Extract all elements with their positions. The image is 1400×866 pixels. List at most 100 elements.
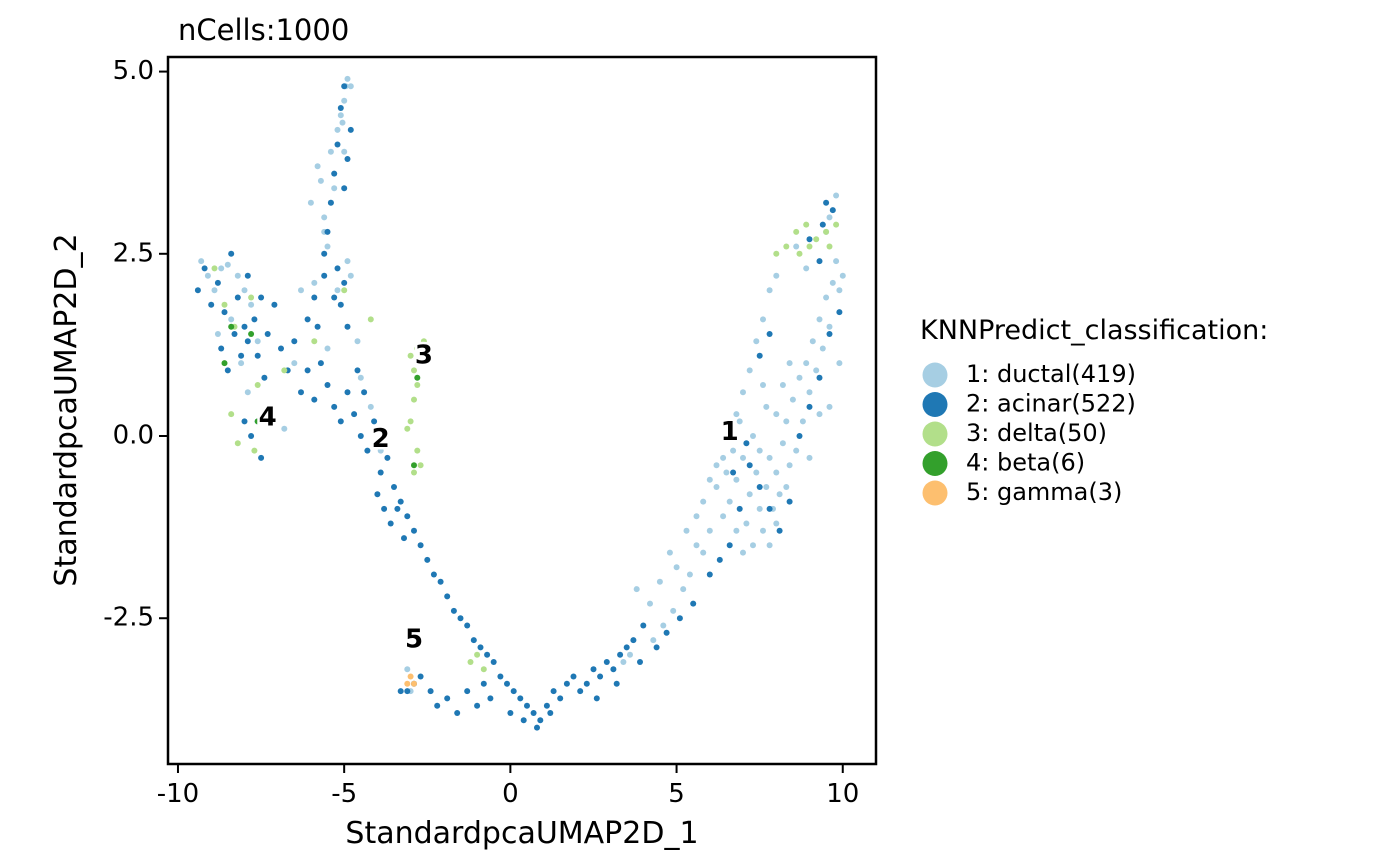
data-point bbox=[733, 527, 740, 534]
data-point bbox=[773, 411, 780, 418]
data-point bbox=[337, 418, 344, 425]
x-tick-label: 0 bbox=[502, 779, 519, 809]
data-point bbox=[248, 331, 255, 337]
data-point bbox=[603, 659, 610, 665]
data-point bbox=[637, 659, 643, 665]
data-point bbox=[339, 119, 346, 126]
data-point bbox=[730, 469, 737, 476]
data-point bbox=[793, 228, 800, 235]
data-point bbox=[474, 702, 481, 709]
data-point bbox=[676, 615, 683, 622]
data-point bbox=[706, 476, 713, 483]
data-point bbox=[238, 360, 245, 367]
data-point bbox=[806, 454, 813, 461]
y-axis: -2.5 0.0 2.5 5.0 bbox=[103, 56, 168, 633]
data-point bbox=[221, 360, 228, 367]
data-point bbox=[796, 250, 803, 257]
data-point bbox=[271, 301, 278, 308]
data-point bbox=[773, 250, 780, 257]
data-point bbox=[414, 447, 421, 454]
data-point bbox=[773, 520, 780, 527]
data-point bbox=[331, 403, 338, 410]
data-point bbox=[258, 454, 265, 461]
data-point bbox=[543, 702, 550, 709]
data-point bbox=[746, 367, 753, 374]
data-point bbox=[783, 243, 790, 250]
data-point bbox=[597, 673, 604, 680]
data-point bbox=[374, 425, 381, 432]
data-point bbox=[829, 279, 836, 286]
data-point bbox=[254, 382, 261, 388]
data-point bbox=[404, 688, 411, 695]
data-point bbox=[430, 571, 437, 578]
data-point bbox=[251, 316, 258, 323]
data-point bbox=[454, 710, 461, 716]
x-tick-label: -10 bbox=[157, 779, 199, 809]
data-point bbox=[394, 505, 401, 512]
data-point bbox=[314, 163, 321, 170]
data-point bbox=[726, 542, 733, 549]
data-point bbox=[457, 615, 464, 622]
data-point bbox=[617, 651, 624, 658]
data-point bbox=[387, 520, 394, 527]
data-point bbox=[341, 97, 348, 104]
data-point bbox=[404, 666, 411, 673]
data-point bbox=[198, 258, 205, 265]
data-point bbox=[833, 221, 840, 228]
data-point bbox=[723, 469, 730, 476]
data-point bbox=[437, 578, 444, 585]
data-point bbox=[487, 695, 494, 702]
data-point bbox=[490, 659, 497, 665]
data-point bbox=[238, 352, 245, 359]
data-point bbox=[763, 484, 770, 490]
data-point bbox=[653, 644, 660, 651]
data-point bbox=[234, 440, 241, 447]
legend-swatch bbox=[922, 451, 948, 476]
data-point bbox=[211, 265, 218, 272]
data-point bbox=[836, 360, 843, 367]
x-tick-label: 5 bbox=[668, 779, 685, 809]
data-point bbox=[793, 243, 800, 250]
x-tick-label: 10 bbox=[826, 779, 859, 809]
data-point bbox=[766, 287, 773, 294]
data-point bbox=[534, 724, 540, 731]
data-point bbox=[254, 418, 261, 425]
data-point bbox=[261, 374, 268, 381]
data-point bbox=[766, 542, 773, 549]
data-point bbox=[331, 185, 338, 192]
data-point bbox=[317, 360, 324, 367]
data-point bbox=[228, 250, 235, 257]
data-point bbox=[228, 323, 235, 330]
data-point bbox=[826, 331, 833, 337]
data-point bbox=[733, 411, 740, 418]
data-point bbox=[298, 389, 304, 396]
data-point bbox=[324, 345, 331, 352]
data-point bbox=[231, 331, 238, 337]
data-point bbox=[656, 578, 663, 585]
data-point bbox=[726, 433, 733, 439]
data-point bbox=[570, 673, 577, 680]
data-point bbox=[317, 177, 324, 184]
data-point bbox=[706, 571, 713, 578]
data-point bbox=[327, 199, 334, 206]
data-point bbox=[720, 513, 727, 520]
data-point bbox=[321, 250, 328, 257]
data-point bbox=[740, 389, 746, 396]
data-point bbox=[444, 695, 451, 702]
legend-label: 3: delta(50) bbox=[966, 419, 1107, 447]
data-point bbox=[789, 396, 796, 403]
data-point bbox=[201, 265, 208, 272]
data-point bbox=[760, 527, 766, 534]
data-point bbox=[663, 629, 670, 636]
data-point bbox=[520, 717, 527, 724]
data-point bbox=[786, 498, 793, 505]
data-point bbox=[819, 345, 826, 352]
data-point bbox=[427, 688, 434, 695]
legend-swatch bbox=[922, 362, 948, 388]
data-point bbox=[730, 447, 737, 454]
data-point bbox=[354, 338, 361, 345]
data-point bbox=[613, 680, 620, 687]
data-point bbox=[480, 666, 487, 673]
data-point bbox=[241, 287, 248, 294]
y-tick-label: 2.5 bbox=[113, 238, 154, 268]
